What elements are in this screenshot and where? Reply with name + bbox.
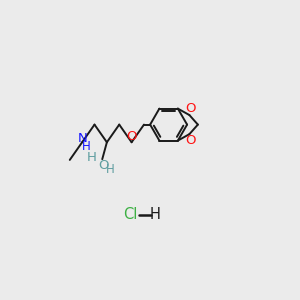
Text: O: O: [185, 134, 195, 147]
Text: H: H: [86, 151, 96, 164]
Text: O: O: [98, 159, 109, 172]
Text: H: H: [106, 164, 114, 176]
Text: N: N: [77, 132, 87, 145]
Text: O: O: [126, 130, 137, 142]
Text: H: H: [82, 140, 90, 153]
Text: O: O: [185, 102, 195, 116]
Text: H: H: [150, 207, 161, 222]
Text: Cl: Cl: [124, 207, 138, 222]
